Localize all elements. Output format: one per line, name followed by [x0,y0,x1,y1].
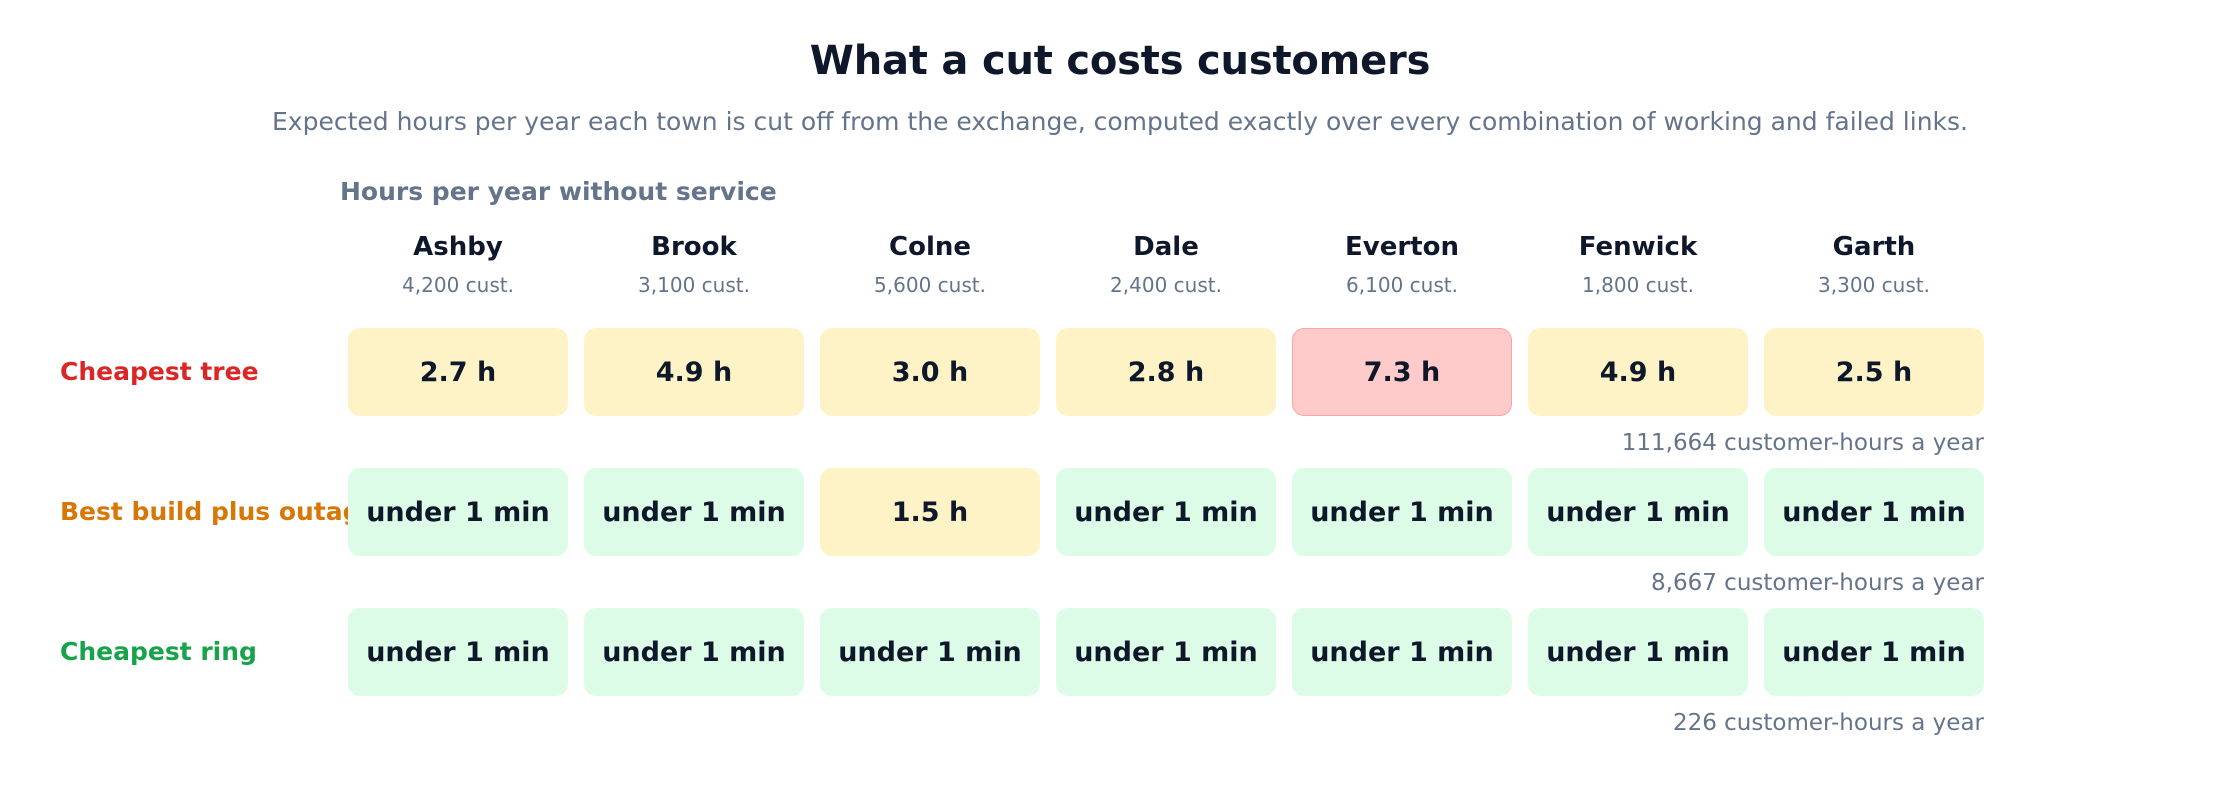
heatmap-cell: under 1 min [348,608,568,696]
column-header: Everton 6,100 cust. [1292,230,1512,300]
town-customers: 4,200 cust. [402,273,514,297]
column-header: Garth 3,300 cust. [1764,230,1984,300]
chart-title: What a cut costs customers [809,38,1431,84]
town-customers: 1,800 cust. [1582,273,1694,297]
heatmap-cell: 7.3 h [1292,328,1512,416]
town-name: Fenwick [1578,232,1698,262]
column-header: Ashby 4,200 cust. [348,230,568,300]
value-axis-label: Hours per year without service [340,177,777,206]
row-label: Cheapest ring [60,637,257,666]
row-label: Best build plus outage [60,497,378,526]
heatmap-cell: under 1 min [348,468,568,556]
town-name: Brook [651,232,737,262]
heatmap-cell: 1.5 h [820,468,1040,556]
heatmap-cell: under 1 min [1056,608,1276,696]
town-customers: 5,600 cust. [874,273,986,297]
town-name: Garth [1832,232,1916,262]
row-total: 8,667 customer-hours a year [1651,570,1984,596]
column-header: Brook 3,100 cust. [584,230,804,300]
heatmap-cell: under 1 min [1764,608,1984,696]
row-label: Cheapest tree [60,357,259,386]
heatmap-cell: 2.5 h [1764,328,1984,416]
heatmap-cell: 2.7 h [348,328,568,416]
heatmap-cell: under 1 min [584,468,804,556]
heatmap-cell: under 1 min [820,608,1040,696]
heatmap-cell: under 1 min [1056,468,1276,556]
heatmap-cell: under 1 min [1292,608,1512,696]
town-customers: 3,300 cust. [1818,273,1930,297]
heatmap-cell: under 1 min [1528,608,1748,696]
heatmap-cell: under 1 min [1528,468,1748,556]
row-total: 226 customer-hours a year [1672,710,1984,736]
heatmap-cell: under 1 min [1292,468,1512,556]
column-header: Colne 5,600 cust. [820,230,1040,300]
town-name: Ashby [413,232,503,262]
heatmap-cell: under 1 min [584,608,804,696]
town-customers: 2,400 cust. [1110,273,1222,297]
heatmap-cell: under 1 min [1764,468,1984,556]
chart-subtitle: Expected hours per year each town is cut… [271,107,1968,136]
column-header: Dale 2,400 cust. [1056,230,1276,300]
town-name: Everton [1345,232,1459,262]
town-customers: 6,100 cust. [1346,273,1458,297]
row-total: 111,664 customer-hours a year [1621,430,1984,456]
heatmap-cell: 3.0 h [820,328,1040,416]
column-header: Fenwick 1,800 cust. [1528,230,1748,300]
heatmap-cell: 4.9 h [584,328,804,416]
town-name: Dale [1133,232,1199,262]
town-customers: 3,100 cust. [638,273,750,297]
town-name: Colne [889,232,971,262]
heatmap-cell: 2.8 h [1056,328,1276,416]
heatmap-cell: 4.9 h [1528,328,1748,416]
